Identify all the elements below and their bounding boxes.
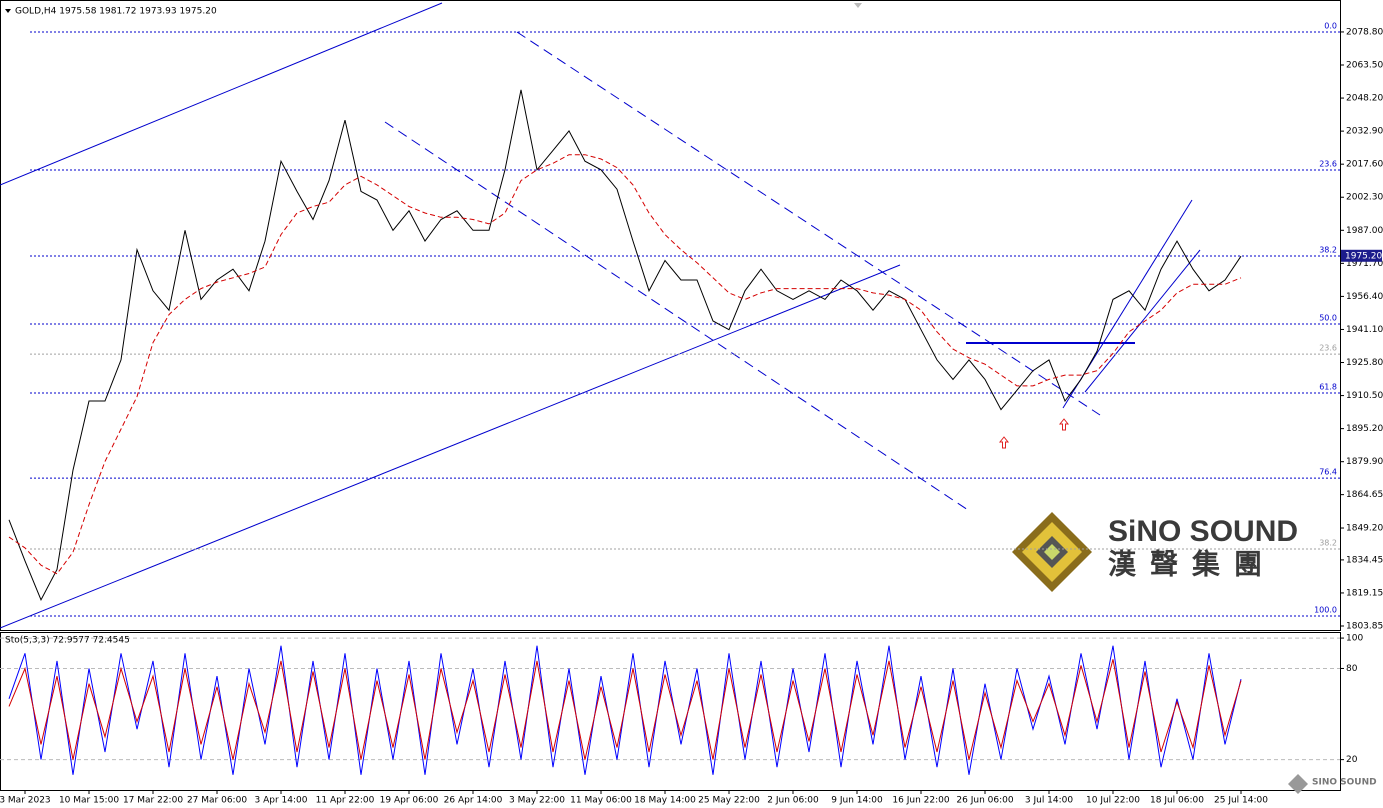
arrow-up — [998, 436, 1010, 449]
x-tick-label: 26 Jun 06:00 — [956, 796, 1013, 806]
series-line — [8, 659, 1242, 760]
x-tick-label: 10 Jul 22:00 — [1086, 796, 1140, 806]
last-price-box — [1341, 249, 1382, 262]
x-tick-label: 18 Jul 06:00 — [1150, 796, 1204, 806]
fib-label: 50.0 — [1319, 314, 1337, 323]
y-tick-label: 2078.80 — [1346, 27, 1383, 37]
y-tick-label: 2063.50 — [1346, 61, 1383, 71]
series-line — [8, 154, 1242, 575]
trend-line — [0, 2, 443, 186]
price-frame — [0, 0, 1341, 631]
title-marker — [5, 9, 11, 13]
y-tick-label: 1864.65 — [1346, 490, 1383, 500]
y-tick-label: 1925.80 — [1346, 358, 1383, 368]
y-tick-label: 1971.70 — [1346, 259, 1383, 269]
fib-label: 23.6 — [1319, 344, 1337, 353]
panel-title: GOLD,H4 1975.58 1981.72 1973.93 1975.20 — [15, 7, 217, 17]
x-tick-label: 3 Mar 2023 — [0, 796, 51, 806]
y-tick-label: 20 — [1346, 755, 1358, 765]
logo-small-mark — [1288, 774, 1308, 794]
logo: SiNO SOUND 漢聲集團 SINO SOUND — [1012, 512, 1377, 794]
x-tick-label: 26 Apr 14:00 — [444, 796, 503, 806]
trend-lines — [0, 2, 1201, 629]
y-tick-label: 1895.20 — [1346, 424, 1383, 434]
y-tick-label: 80 — [1346, 664, 1358, 674]
stoch-frame — [0, 632, 1341, 791]
logo-small: SINO SOUND — [1312, 778, 1377, 788]
logo-diamond — [1044, 544, 1060, 560]
arrow-up — [1058, 418, 1070, 431]
y-tick-label: 100 — [1346, 634, 1363, 644]
logo-brand: SiNO SOUND — [1108, 515, 1298, 548]
y-tick-label: 1987.00 — [1346, 226, 1383, 236]
x-tick-label: 10 Mar 15:00 — [59, 796, 119, 806]
trend-line — [384, 121, 969, 511]
fib-label: 61.8 — [1319, 382, 1337, 391]
logo-chinese: 漢聲集團 — [1108, 548, 1276, 579]
y-tick-label: 2002.30 — [1346, 193, 1383, 203]
y-tick-label: 1819.15 — [1346, 588, 1383, 598]
x-tick-label: 11 May 06:00 — [570, 796, 632, 806]
fib-label: 23.6 — [1319, 160, 1337, 169]
x-tick-label: 3 Jul 14:00 — [1025, 796, 1074, 806]
x-tick-label: 11 Apr 22:00 — [316, 796, 375, 806]
y-tick-label: 1879.90 — [1346, 457, 1383, 467]
last-price-label: 1975.20 — [1345, 251, 1382, 261]
x-tick-label: 19 Apr 06:00 — [380, 796, 439, 806]
x-tick-label: 27 Mar 06:00 — [187, 796, 247, 806]
y-tick-label: 2048.20 — [1346, 94, 1383, 104]
channel-line — [1084, 249, 1201, 393]
fib-label: 38.2 — [1319, 246, 1337, 255]
x-tick-label: 17 Mar 22:00 — [123, 796, 183, 806]
fib-label: 0.0 — [1324, 21, 1337, 30]
y-tick-label: 2017.60 — [1346, 160, 1383, 170]
x-tick-label: 25 Jul 14:00 — [1214, 796, 1268, 806]
x-tick-label: 25 May 22:00 — [698, 796, 760, 806]
panel-title: Sto(5,3,3) 72.9577 72.4545 — [5, 636, 130, 646]
y-tick-label: 1956.40 — [1346, 292, 1383, 302]
x-tick-label: 9 Jun 14:00 — [831, 796, 883, 806]
y-tick-label: 1803.85 — [1346, 622, 1383, 632]
y-tick-label: 1834.45 — [1346, 555, 1383, 565]
x-tick-label: 2 Jun 06:00 — [767, 796, 819, 806]
trend-line — [0, 264, 901, 629]
x-tick-label: 18 May 14:00 — [634, 796, 696, 806]
x-tick-label: 3 May 22:00 — [509, 796, 565, 806]
y-tick-label: 1849.20 — [1346, 524, 1383, 534]
fib-label: 38.2 — [1319, 538, 1337, 547]
y-tick-label: 2032.90 — [1346, 127, 1383, 137]
trend-line — [516, 31, 1101, 416]
fib-label: 100.0 — [1314, 605, 1337, 614]
x-tick-label: 3 Apr 14:00 — [255, 796, 308, 806]
y-tick-label: 1910.50 — [1346, 391, 1383, 401]
x-tick-label: 16 Jun 22:00 — [892, 796, 949, 806]
y-tick-label: 1941.10 — [1346, 325, 1383, 335]
scroll-marker — [854, 3, 862, 8]
fib-label: 76.4 — [1319, 468, 1337, 477]
